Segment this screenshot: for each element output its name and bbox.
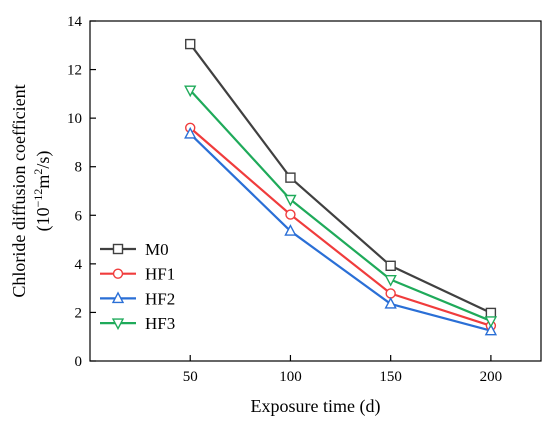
- y-tick-label-14: 14: [67, 14, 83, 30]
- y-tick-label-6: 6: [75, 208, 83, 224]
- point-m0-150: [385, 260, 396, 271]
- legend-label-hf1: HF1: [145, 265, 175, 284]
- y-tick-label-0: 0: [75, 354, 83, 370]
- x-tick-label-150: 150: [379, 369, 402, 385]
- point-hf3-100: [284, 194, 297, 207]
- series-line-hf2: [189, 133, 492, 332]
- legend-label-hf3: HF3: [145, 314, 175, 333]
- point-hf2-200: [484, 323, 498, 336]
- point-hf1-150: [385, 288, 396, 299]
- y-axis-title: Chloride diffusion coefficient (10−12m2/…: [9, 84, 54, 297]
- x-tick-label-50: 50: [183, 369, 198, 385]
- axis-ticks: 0 2 4 6 8 10 12 14 50 100 150 200: [67, 14, 502, 385]
- y-tick-label-2: 2: [75, 305, 83, 321]
- series-lines: [189, 43, 492, 332]
- legend-marker-m0: [112, 243, 124, 255]
- x-tick-label-200: 200: [480, 369, 503, 385]
- series-markers: [184, 38, 498, 336]
- point-hf3-200: [484, 316, 498, 328]
- y-tick-label-8: 8: [75, 160, 83, 176]
- point-m0-100: [285, 172, 296, 183]
- point-hf2-150: [384, 296, 397, 309]
- legend: M0 HF1 HF2 HF3: [100, 240, 175, 333]
- series-line-hf1: [189, 127, 492, 327]
- legend-label-m0: M0: [145, 240, 169, 259]
- point-m0-50: [185, 38, 196, 50]
- point-hf3-50: [184, 85, 197, 98]
- series-line-hf3: [189, 89, 492, 322]
- x-tick-label-100: 100: [279, 369, 302, 385]
- y-tick-label-4: 4: [75, 257, 83, 273]
- series-line-m0: [189, 43, 492, 314]
- plot-frame: [89, 20, 542, 362]
- y-tick-label-10: 10: [67, 111, 82, 127]
- point-hf2-50: [184, 126, 197, 139]
- legend-label-hf2: HF2: [145, 289, 175, 308]
- legend-marker-hf1: [112, 268, 124, 279]
- legend-marker-hf2: [111, 291, 125, 304]
- point-hf1-100: [285, 209, 296, 220]
- x-axis-title: Exposure time (d): [251, 396, 381, 417]
- point-hf2-100: [284, 224, 297, 236]
- point-m0-200: [485, 307, 497, 319]
- y-tick-label-12: 12: [67, 63, 82, 79]
- y-axis-title-line1: Chloride diffusion coefficient: [9, 84, 29, 297]
- y-axis-title-line2: (10−12m2/s): [31, 151, 54, 232]
- legend-marker-hf3: [111, 318, 125, 331]
- point-hf3-150: [384, 274, 397, 287]
